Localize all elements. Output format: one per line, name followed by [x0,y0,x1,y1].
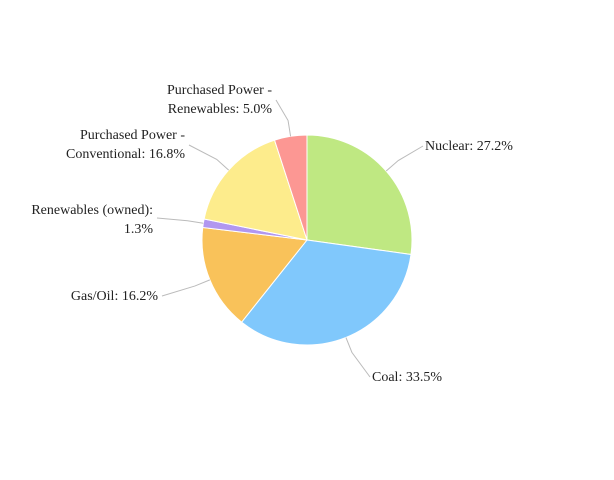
label-category: Purchased Power - Renewables [167,83,272,117]
leader-line [188,144,230,171]
label-value: 5.0% [242,102,272,117]
data-label: Nuclear: 27.2% [425,139,513,154]
leader-line [345,337,371,378]
label-category: Gas/Oil [70,289,115,304]
label-value: 27.2% [476,139,513,154]
label-category: Nuclear [425,139,470,154]
pie-slice [201,226,308,323]
label-category: Renewables (owned) [31,203,150,218]
data-label: Purchased Power - Renewables: 5.0% [167,83,272,117]
data-label: Purchased Power - Conventional: 16.8% [66,128,185,162]
label-value: 16.2% [121,289,158,304]
data-label: Renewables (owned): 1.3% [31,203,153,237]
data-label: Coal: 33.5% [372,370,443,385]
pie-slice [203,139,308,241]
label-category: Purchased Power - Conventional [66,128,185,162]
leader-line [385,145,424,172]
label-value: 1.3% [123,222,153,237]
label-value: 16.8% [148,147,185,162]
pie-slice [306,134,413,256]
label-value: 33.5% [405,370,443,385]
label-category: Coal [372,370,399,385]
data-label: Gas/Oil: 16.2% [70,289,158,304]
leader-line [275,99,292,137]
leader-line [156,217,204,224]
pie-slice [240,239,412,346]
leader-line [161,279,211,297]
